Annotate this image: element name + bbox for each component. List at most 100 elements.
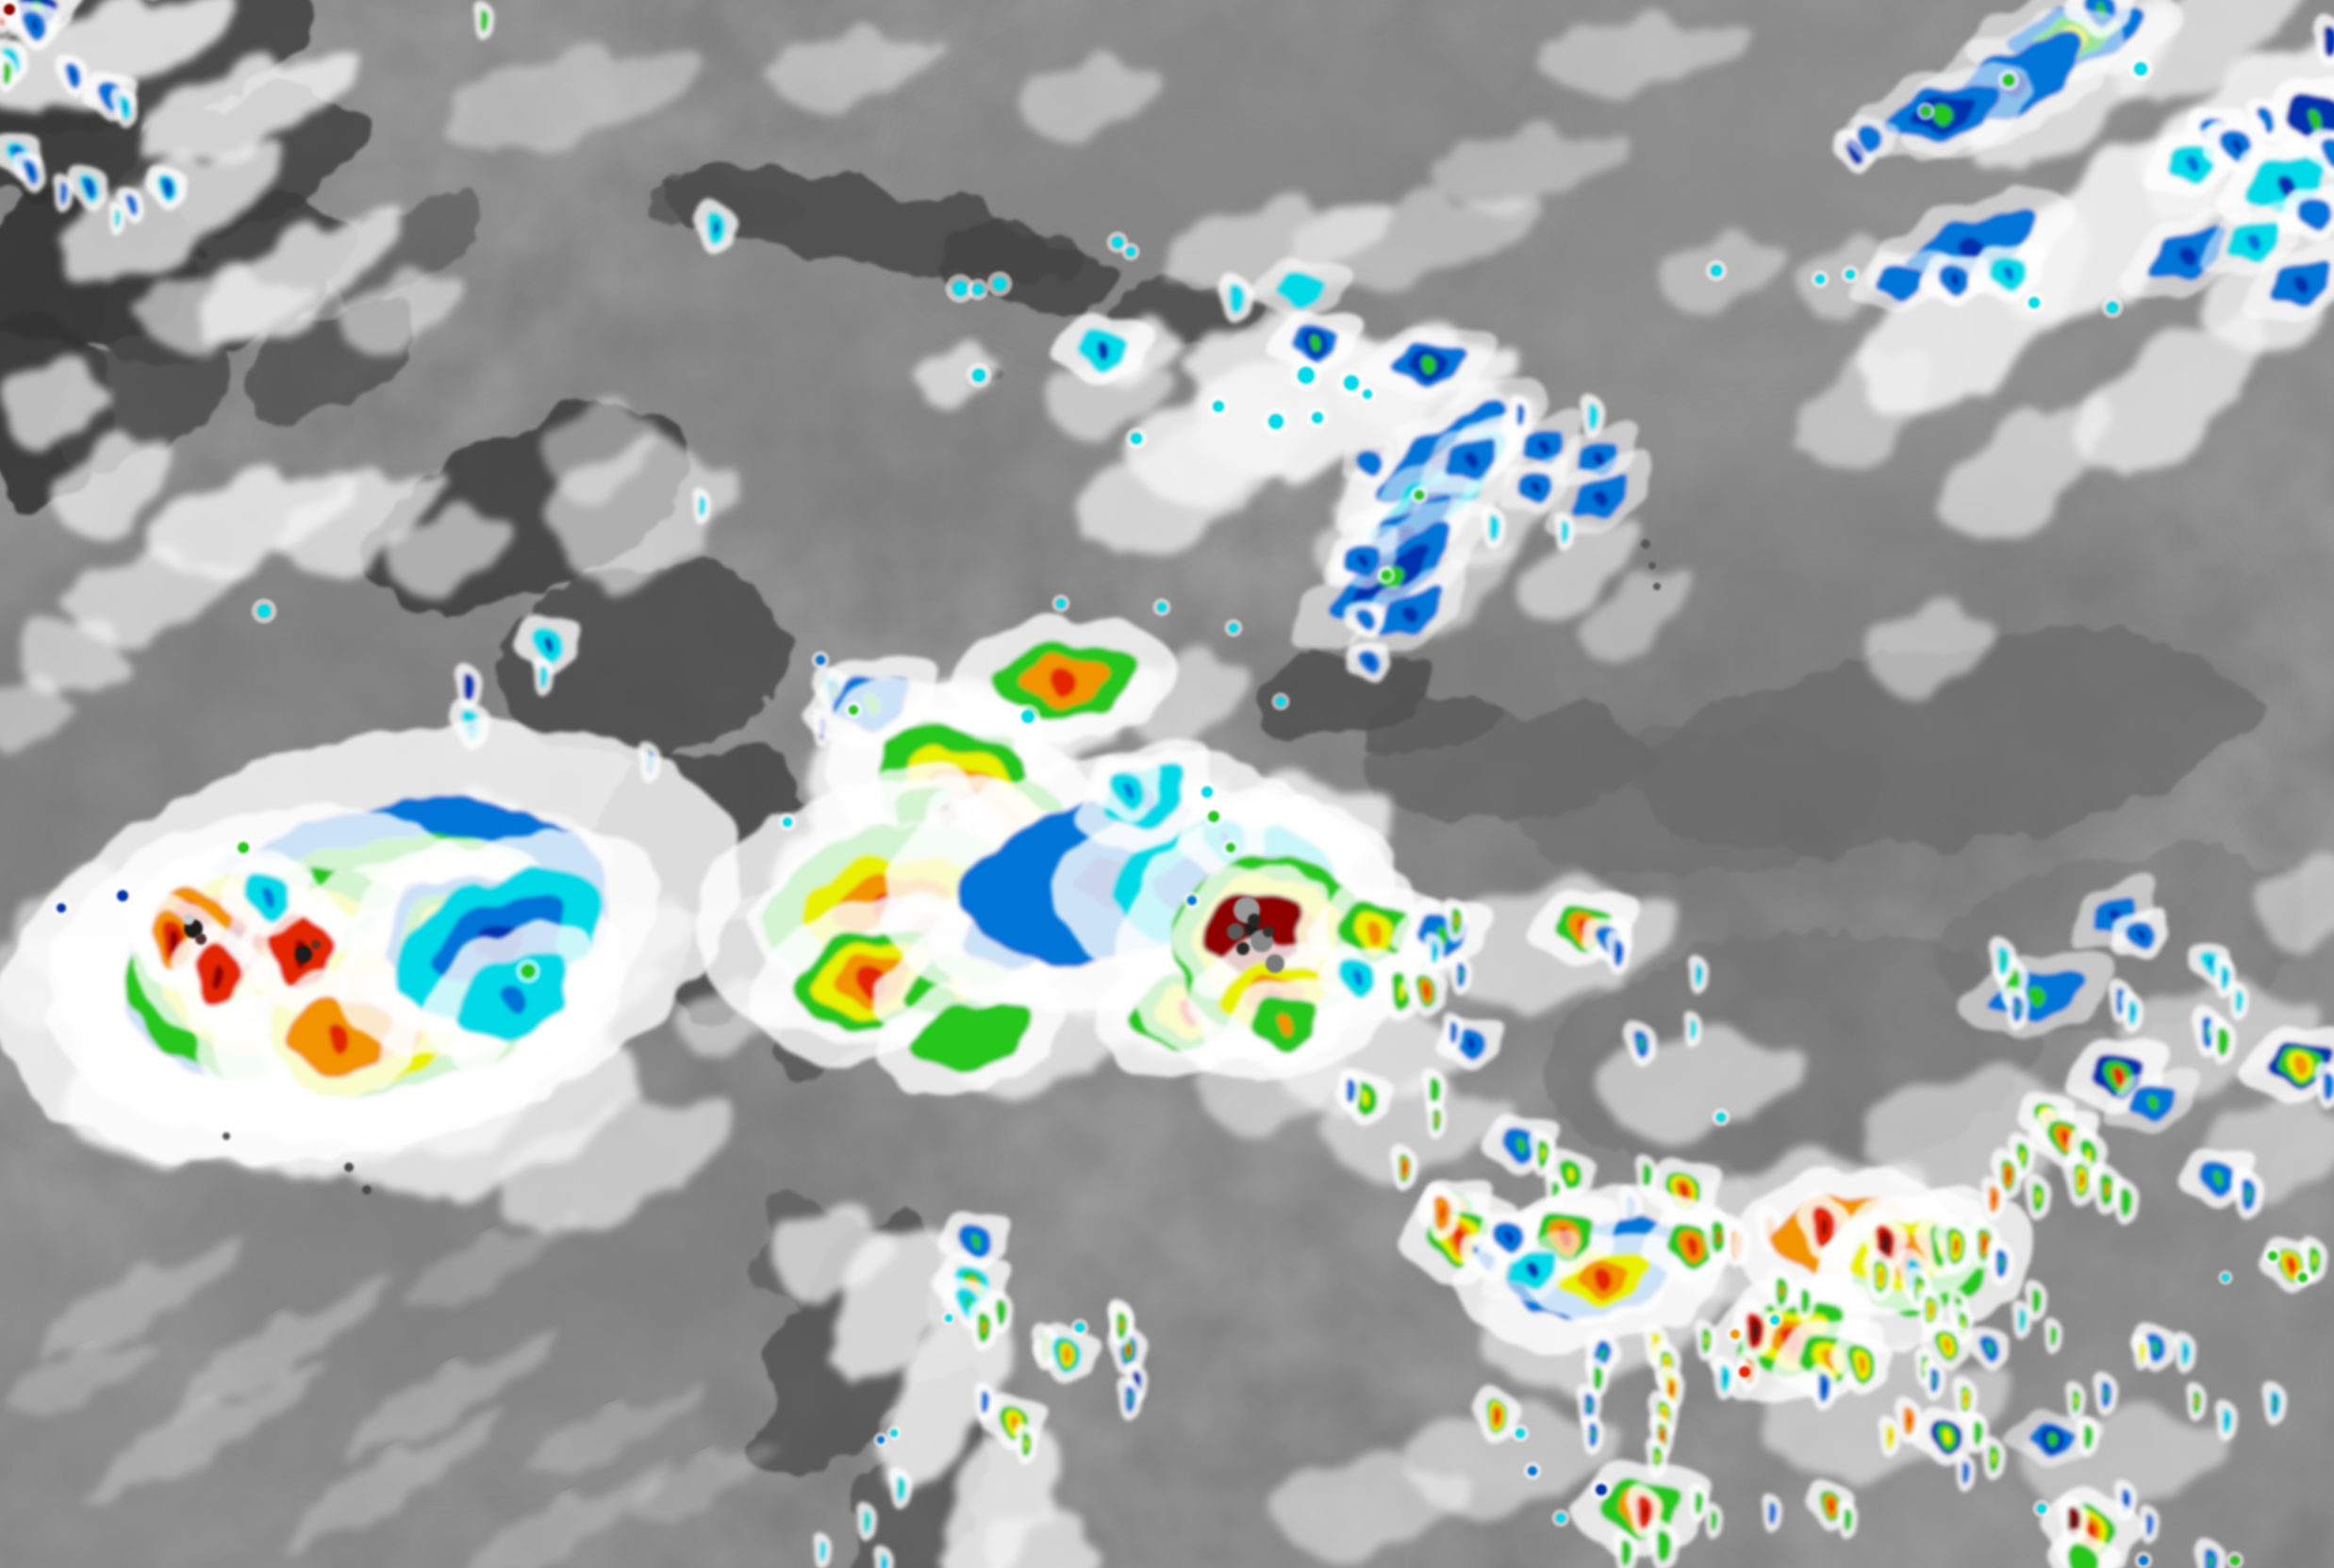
cell-intensity-ring — [2291, 1057, 2311, 1070]
convective-cell — [1472, 1208, 1546, 1263]
convective-cell — [1267, 309, 1364, 373]
convective-cell — [1575, 396, 1613, 434]
convective-cell — [1438, 900, 1476, 938]
cloud-speck — [1226, 843, 1235, 852]
convective-cell — [2257, 1383, 2294, 1421]
cell-intensity-ring — [1655, 1454, 1661, 1460]
convective-cell — [2107, 1180, 2146, 1220]
cloud-speck — [4, 4, 15, 15]
convective-cell — [1317, 943, 1399, 1009]
cell-intensity-ring — [2291, 275, 2311, 290]
cloud-speck — [2230, 1556, 2240, 1565]
convective-cell — [852, 1504, 884, 1536]
cell-intensity-ring — [1351, 970, 1365, 982]
cell-intensity-ring — [2075, 1397, 2078, 1401]
cell-intensity-ring — [2208, 1558, 2215, 1563]
cloud-speck — [1641, 539, 1650, 549]
cell-intensity-ring — [1536, 439, 1551, 451]
cell-intensity-ring — [1224, 287, 1250, 307]
cloud-mass — [1802, 352, 1942, 463]
cell-intensity-ring — [2211, 1172, 2225, 1181]
convective-cell — [106, 88, 145, 124]
cloud-speck — [1266, 954, 1284, 973]
cell-intensity-ring — [2094, 3, 2108, 12]
cell-intensity-ring — [1399, 604, 1420, 621]
cell-intensity-ring — [1704, 1336, 1710, 1342]
cell-intensity-ring — [1985, 1344, 1995, 1349]
cell-intensity-ring — [324, 1026, 355, 1048]
cell-intensity-ring — [2286, 1259, 2297, 1268]
cell-intensity-ring — [1932, 1376, 1938, 1381]
cloud-speck — [1213, 401, 1224, 412]
cell-intensity-ring — [1999, 1259, 2005, 1264]
cloud-speck — [1227, 923, 1244, 940]
convective-cell — [1828, 1332, 1897, 1393]
convective-cell — [688, 202, 745, 251]
cell-intensity-ring — [2117, 1191, 2136, 1210]
convective-cell — [1505, 397, 1537, 429]
cell-intensity-ring — [1653, 1533, 1676, 1556]
cloud-mass — [548, 413, 659, 492]
convective-cell — [1416, 1070, 1454, 1108]
convective-cell — [2309, 17, 2334, 62]
cloud-mass — [21, 627, 130, 693]
cloud-speck — [1187, 896, 1197, 905]
cloud-mass — [341, 1342, 564, 1449]
cell-intensity-ring — [2231, 140, 2243, 149]
cell-intensity-ring — [1616, 949, 1622, 954]
cell-intensity-ring — [1952, 237, 1990, 257]
cloud-speck — [257, 604, 271, 618]
cloud-mass — [388, 519, 518, 585]
convective-cell — [1608, 1532, 1646, 1568]
cell-intensity-ring — [1878, 1271, 1885, 1279]
cell-intensity-ring — [2176, 246, 2200, 263]
cloud-mass — [773, 1220, 896, 1292]
cloud-speck — [183, 914, 194, 925]
cell-intensity-ring — [1587, 1402, 1593, 1408]
cell-intensity-ring — [1448, 1024, 1461, 1037]
convective-cell — [1339, 436, 1399, 487]
cell-intensity-ring — [1779, 1287, 1785, 1293]
cell-intensity-ring — [866, 1518, 869, 1522]
cell-intensity-ring — [1514, 1139, 1529, 1148]
cell-intensity-ring — [1529, 480, 1542, 491]
convective-cell — [876, 979, 1067, 1096]
cloud-mass — [38, 1250, 245, 1352]
cell-intensity-ring — [1669, 1385, 1675, 1391]
cell-intensity-ring — [1827, 1500, 1836, 1508]
cloud-speck — [2298, 1273, 2308, 1282]
cell-intensity-ring — [2233, 993, 2246, 1006]
convective-cell — [688, 490, 717, 519]
cloud-mass — [1867, 616, 1999, 685]
cloud-speck — [295, 946, 312, 963]
cell-intensity-ring — [1128, 1395, 1134, 1400]
cell-intensity-ring — [2183, 1348, 2189, 1354]
cell-intensity-ring — [1881, 1238, 1891, 1247]
convective-cell — [1476, 507, 1514, 545]
cell-intensity-ring — [210, 967, 227, 984]
cell-intensity-ring — [1, 65, 14, 78]
cloud-mass — [500, 1105, 736, 1224]
cloud-speck — [2222, 1274, 2229, 1281]
convective-cell — [1982, 1242, 2022, 1281]
cell-intensity-ring — [1566, 1169, 1576, 1177]
convective-cell — [171, 928, 267, 1024]
cell-intensity-ring — [2223, 973, 2228, 979]
convective-cell — [2044, 1532, 2124, 1568]
cell-intensity-ring — [1422, 985, 1432, 993]
convective-cell — [1805, 1366, 1845, 1406]
convective-cell — [1571, 1386, 1609, 1424]
convective-cell — [1757, 1495, 1789, 1527]
cloud-speck — [1312, 412, 1323, 423]
cloud-mass — [985, 1522, 1099, 1568]
cell-intensity-ring — [70, 71, 77, 76]
cloud-speck — [1730, 1329, 1740, 1339]
cloud-speck — [1126, 247, 1135, 256]
cell-intensity-ring — [542, 638, 555, 648]
cell-intensity-ring — [2071, 1516, 2078, 1524]
cloud-speck — [1648, 562, 1656, 569]
land-patch — [1509, 724, 1886, 879]
convective-cell — [2276, 181, 2334, 243]
